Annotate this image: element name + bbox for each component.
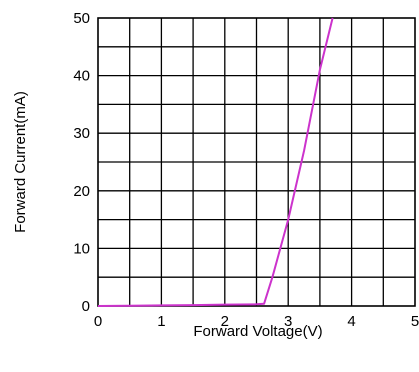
y-axis-label: Forward Current(mA) [12, 91, 29, 233]
y-tick-label: 10 [73, 240, 90, 257]
x-axis-label: Forward Voltage(V) [193, 323, 322, 340]
x-tick-label: 0 [94, 313, 102, 330]
plot-border [97, 17, 416, 307]
x-tick-label: 5 [411, 313, 419, 330]
chart-grid [98, 18, 415, 306]
x-tick-label: 3 [284, 313, 292, 330]
plot-frame [97, 17, 416, 307]
x-tick-label: 1 [157, 313, 165, 330]
y-tick-label: 30 [73, 125, 90, 142]
series-layer [97, 17, 334, 307]
series-line-0 [97, 17, 334, 307]
y-tick-label: 40 [73, 68, 90, 85]
y-tick-label: 0 [82, 298, 90, 315]
x-tick-label: 2 [221, 313, 229, 330]
y-tick-label: 20 [73, 183, 90, 200]
y-tick-label: 50 [73, 10, 90, 27]
x-tick-label: 4 [347, 313, 355, 330]
